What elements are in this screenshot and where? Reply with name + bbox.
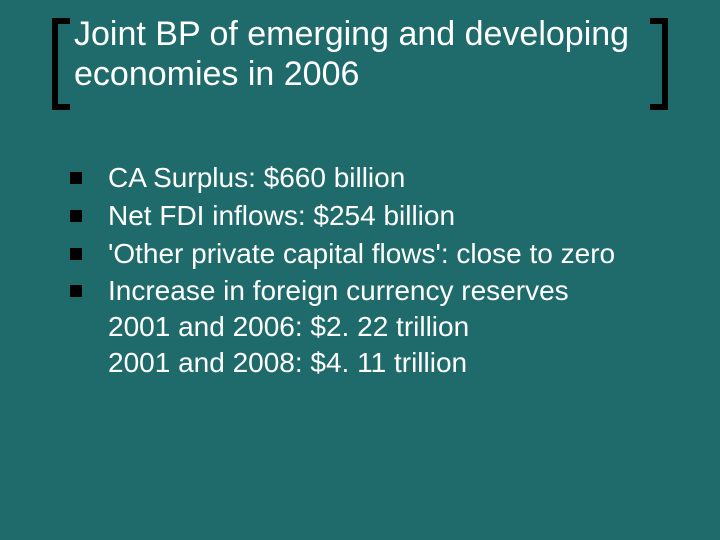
bullet-text-wrap: 'Other private capital flows': close to … bbox=[108, 236, 660, 272]
title-container: Joint BP of emerging and developing econ… bbox=[52, 10, 668, 120]
bullet-text: Net FDI inflows: $254 billion bbox=[108, 198, 660, 234]
bullet-text: CA Surplus: $660 billion bbox=[108, 160, 660, 196]
slide: Joint BP of emerging and developing econ… bbox=[0, 0, 720, 540]
slide-title: Joint BP of emerging and developing econ… bbox=[52, 10, 668, 94]
square-bullet-icon bbox=[70, 210, 82, 222]
square-bullet-icon bbox=[70, 248, 82, 260]
square-bullet-icon bbox=[70, 285, 82, 297]
list-item: Net FDI inflows: $254 billion bbox=[70, 198, 660, 234]
bullet-text-wrap: Increase in foreign currency reserves 20… bbox=[108, 273, 660, 380]
body-area: CA Surplus: $660 billion Net FDI inflows… bbox=[70, 160, 660, 383]
square-bullet-icon bbox=[70, 172, 82, 184]
bullet-text: Increase in foreign currency reserves 20… bbox=[108, 273, 660, 380]
list-item: Increase in foreign currency reserves 20… bbox=[70, 273, 660, 380]
list-item: 'Other private capital flows': close to … bbox=[70, 236, 660, 272]
list-item: CA Surplus: $660 billion bbox=[70, 160, 660, 196]
bullet-text-wrap: CA Surplus: $660 billion bbox=[108, 160, 660, 196]
bullet-text: 'Other private capital flows': close to … bbox=[108, 236, 660, 272]
bullet-text-wrap: Net FDI inflows: $254 billion bbox=[108, 198, 660, 234]
